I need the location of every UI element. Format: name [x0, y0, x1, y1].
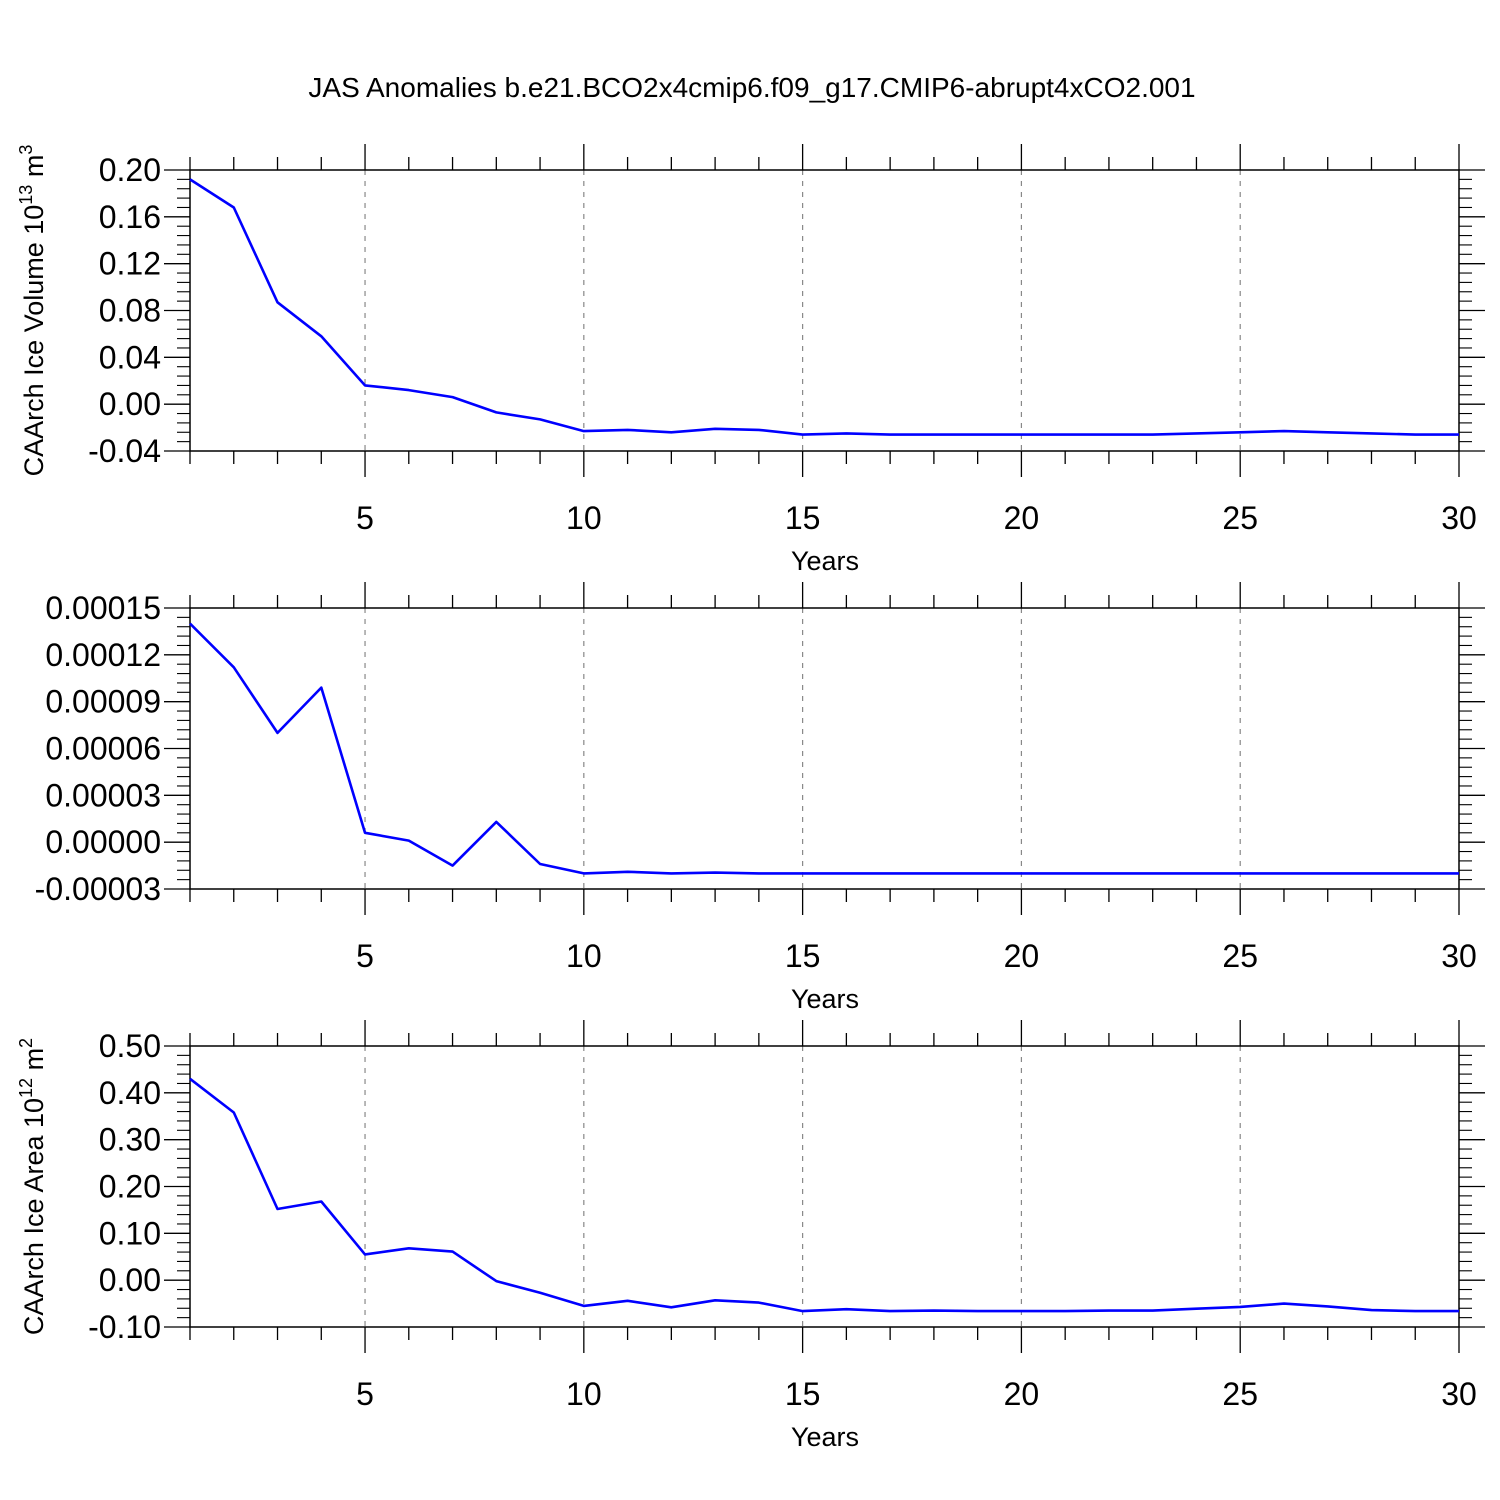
y-tick-label: 0.16 — [99, 199, 161, 235]
y-tick-label: 0.00006 — [45, 731, 161, 767]
y-tick-label: 0.20 — [99, 1169, 161, 1205]
y-tick-label: 0.00 — [99, 386, 161, 422]
x-tick-label: 20 — [1004, 1376, 1040, 1412]
figure-title: JAS Anomalies b.e21.BCO2x4cmip6.f09_g17.… — [308, 72, 1195, 103]
x-tick-label: 25 — [1222, 1376, 1258, 1412]
x-tick-label: 5 — [356, 1376, 374, 1412]
y-tick-label: 0.00012 — [45, 637, 161, 673]
y-tick-label: 0.40 — [99, 1075, 161, 1111]
y-tick-label: -0.10 — [88, 1309, 161, 1345]
y-tick-label: 0.00 — [99, 1262, 161, 1298]
panel-ice-area: 5 10 15 20 25 30 Years 0.50 0.40 0.30 0.20 0.10 0.00… — [16, 1020, 1485, 1452]
x-tick-label: 25 — [1222, 500, 1258, 536]
x-tick-label: 15 — [785, 500, 821, 536]
y-tick-label: 0.10 — [99, 1215, 161, 1251]
series-line — [189, 178, 1459, 436]
x-tick-label: 10 — [566, 938, 602, 974]
panel-middle: 5 10 15 20 25 30 Years 0.00015 0.00012 0.00009 0.0… — [35, 582, 1485, 1014]
y-axis-label: CAArch Ice Volume 1013 m3 — [16, 145, 49, 477]
x-tick-label: 25 — [1222, 938, 1258, 974]
y-tick-label: 0.00003 — [45, 777, 161, 813]
y-tick-label: 0.00015 — [45, 590, 161, 626]
y-tick-label: -0.00003 — [35, 871, 161, 907]
series-line — [189, 1077, 1459, 1313]
y-tick-label: -0.04 — [88, 433, 161, 469]
y-tick-label: 0.08 — [99, 293, 161, 329]
y-axis-label: CAArch Ice Area 1012 m2 — [16, 1038, 49, 1335]
panel-ice-volume: 5 10 15 20 25 30 Years 0.20 0.16 0.12 0.08 0.04 0.00… — [16, 144, 1485, 576]
x-tick-label: 15 — [785, 938, 821, 974]
x-axis-label: Years — [791, 546, 859, 576]
x-tick-label: 20 — [1004, 938, 1040, 974]
y-tick-label: 0.12 — [99, 246, 161, 282]
x-tick-label: 5 — [356, 500, 374, 536]
series-line — [189, 622, 1459, 875]
x-tick-label: 30 — [1441, 1376, 1477, 1412]
x-tick-label: 5 — [356, 938, 374, 974]
y-tick-label: 0.20 — [99, 152, 161, 188]
y-tick-label: 0.04 — [99, 339, 161, 375]
y-tick-label: 0.00009 — [45, 684, 161, 720]
x-tick-label: 30 — [1441, 500, 1477, 536]
x-tick-label: 30 — [1441, 938, 1477, 974]
y-tick-label: 0.50 — [99, 1028, 161, 1064]
x-tick-label: 20 — [1004, 500, 1040, 536]
x-tick-label: 10 — [566, 500, 602, 536]
x-tick-label: 15 — [785, 1376, 821, 1412]
y-tick-label: 0.30 — [99, 1122, 161, 1158]
x-tick-label: 10 — [566, 1376, 602, 1412]
x-axis-label: Years — [791, 984, 859, 1014]
y-tick-label: 0.00000 — [45, 824, 161, 860]
x-axis-label: Years — [791, 1422, 859, 1452]
